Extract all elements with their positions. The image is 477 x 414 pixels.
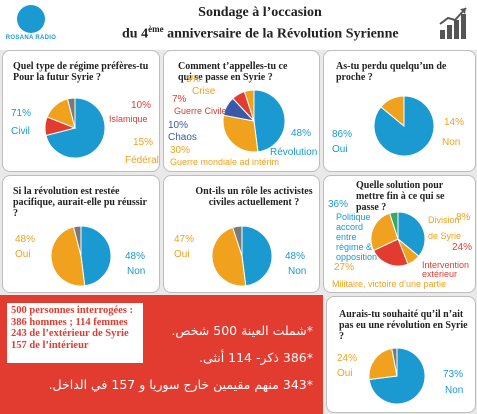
header: ROSANA RADIO Sondage à l’occasion du 4èm…	[0, 0, 477, 50]
label-non-pct: 14%	[444, 117, 465, 128]
pie-slice-other-2	[72, 225, 82, 257]
question-pacifique: Si la révolution est restée pacifique, a…	[13, 186, 147, 219]
label-pacifique-oui: Oui	[15, 249, 31, 260]
label-intervention: Intervention extérieur	[422, 260, 470, 279]
bar-chart-icon	[439, 7, 467, 39]
logo-text: ROSANA RADIO	[5, 35, 57, 41]
page-title: Sondage à l’occasion du 4ème anniversair…	[122, 4, 460, 43]
label-activistes-non: Non	[288, 266, 307, 277]
panel-solution: Quelle solution pour mettre fin à ce qui…	[323, 175, 476, 293]
question-solution: Quelle solution pour mettre fin à ce qui…	[356, 180, 445, 213]
pie-slice-guerre-mondiale-ad-int-rim	[222, 114, 259, 153]
pie-slice-oui	[50, 226, 86, 287]
pie-activistes	[211, 225, 273, 287]
pie-slice-non	[80, 225, 112, 287]
pie-slice-other-4	[389, 211, 399, 240]
pie-slice-oui	[368, 347, 398, 381]
pie-solution	[370, 211, 426, 267]
panel-pacifique: Si la révolution est restée pacifique, a…	[2, 175, 160, 293]
title-line-2-post: anniversaire de la Révolution Syrienne	[163, 26, 399, 42]
label-oui: Oui	[332, 144, 348, 155]
label-souhait-oui: Oui	[337, 368, 353, 379]
label-activistes-oui-pct: 47%	[174, 234, 195, 245]
label-division: Division de Syrie	[428, 215, 462, 241]
panel-perte: As-tu perdu quelqu’un de proche ? 86% Ou…	[323, 50, 476, 172]
title-line-1: Sondage à l’occasion	[198, 5, 322, 20]
panel-souhait: Aurais-tu souhaité qu’il n’ait pas eu un…	[326, 296, 476, 413]
summary-fr-line-2: 386 hommes ; 114 femmes	[11, 316, 128, 328]
title-line-2-sup: ème	[148, 24, 164, 34]
label-non: Non	[442, 137, 461, 148]
pie-slice-politique-accord-entre-r-gime-opposition	[397, 211, 426, 257]
pie-regime	[44, 97, 106, 159]
question-appellation: Comment t’appelles-tu ce qui se passe en…	[178, 61, 288, 83]
pie-souhait	[368, 347, 426, 405]
panel-regime: Quel type de régime préfères-tu Pour la …	[2, 50, 160, 172]
radio-logo: ROSANA RADIO	[5, 3, 57, 47]
label-guerre-mondiale: Guerre mondiale ad intérim	[170, 157, 280, 167]
question-regime: Quel type de régime préfères-tu Pour la …	[13, 61, 149, 83]
label-activistes-oui: Oui	[174, 249, 190, 260]
logo-mark-icon	[17, 5, 45, 33]
pie-slice-non	[380, 95, 405, 128]
label-souhait-non-pct: 73%	[443, 369, 464, 380]
label-civil-pct: 71%	[11, 108, 32, 119]
question-activistes: Ont-ils un rôle les activistes civiles a…	[195, 186, 313, 208]
title-line-2-pre: du 4	[122, 26, 149, 42]
pie-slice-r-volution	[253, 89, 286, 153]
pie-slice-non	[241, 225, 273, 287]
label-revolution: Révolution	[270, 147, 318, 158]
label-civil: Civil	[11, 126, 30, 137]
question-perte: As-tu perdu quelqu’un de proche ?	[336, 61, 447, 83]
label-chaos: Chaos	[168, 132, 197, 143]
label-guerre-civile-pct: 7%	[172, 94, 187, 105]
summary-fr-line-1: 500 personnes interrogées :	[11, 305, 133, 316]
label-souhait-non: Non	[445, 385, 464, 396]
label-guerre-civile: Guerre Civile	[174, 106, 227, 116]
pie-slice-other-2	[391, 347, 398, 377]
summary-ar-line-2: *386 ذكر- 114 أنثى.	[199, 350, 313, 365]
summary-ar-line-3: *343 منهم مقيمين خارج سوريا و 157 في الد…	[48, 377, 313, 392]
pie-slice-other-2	[232, 225, 243, 257]
pie-slice-crise	[243, 89, 255, 122]
label-federal: Fédéral	[125, 155, 159, 166]
label-islamique: Islamique	[109, 114, 148, 124]
label-politique-pct: 36%	[328, 199, 349, 210]
pie-slice-other-3	[66, 97, 76, 129]
label-pacifique-non: Non	[127, 266, 146, 277]
label-crise: 5%	[186, 74, 201, 85]
pie-appellation	[222, 89, 286, 153]
label-militaire: Militaire, victoire d’une partie	[332, 279, 447, 289]
label-pacifique-non-pct: 48%	[125, 251, 146, 262]
summary-box: 500 personnes interrogées : 386 hommes ;…	[0, 295, 323, 414]
label-federal-pct: 15%	[133, 137, 154, 148]
label-pacifique-oui-pct: 48%	[15, 234, 36, 245]
summary-ar-line-1: *شملت العينة 500 شخص.	[171, 323, 313, 338]
label-chaos-pct: 10%	[168, 120, 189, 131]
label-intervention-pct: 24%	[452, 242, 473, 253]
pie-perte	[373, 95, 435, 157]
label-guerre-mondiale-pct: 30%	[170, 145, 191, 156]
pie-pacifique	[50, 225, 112, 287]
summary-fr-line-3: 243 de l’extérieur de Syrie	[11, 328, 129, 340]
label-crise-name: Crise	[192, 86, 216, 97]
label-politique: Politique accord entre régime & oppositi…	[336, 212, 378, 262]
question-souhait: Aurais-tu souhaité qu’il n’ait pas eu un…	[339, 309, 468, 342]
summary-fr-line-4: 157 de l’intérieur	[11, 339, 89, 351]
pie-slice-intervention-ext-rieur	[372, 238, 409, 267]
label-division-pct: 8%	[456, 212, 471, 223]
label-islamique-pct: 10%	[131, 100, 152, 111]
label-activistes-non-pct: 48%	[285, 251, 306, 262]
label-militaire-pct: 27%	[334, 262, 355, 273]
summary-fr: 500 personnes interrogées : 386 hommes ;…	[7, 303, 143, 363]
label-souhait-oui-pct: 24%	[337, 353, 358, 364]
panel-appellation: Comment t’appelles-tu ce qui se passe en…	[163, 50, 320, 172]
pie-slice-militaire-victoire-d-une-partie	[370, 212, 399, 252]
label-revolution-pct: 48%	[291, 128, 312, 139]
panel-activistes: Ont-ils un rôle les activistes civiles a…	[163, 175, 320, 293]
label-oui-pct: 86%	[332, 129, 353, 140]
